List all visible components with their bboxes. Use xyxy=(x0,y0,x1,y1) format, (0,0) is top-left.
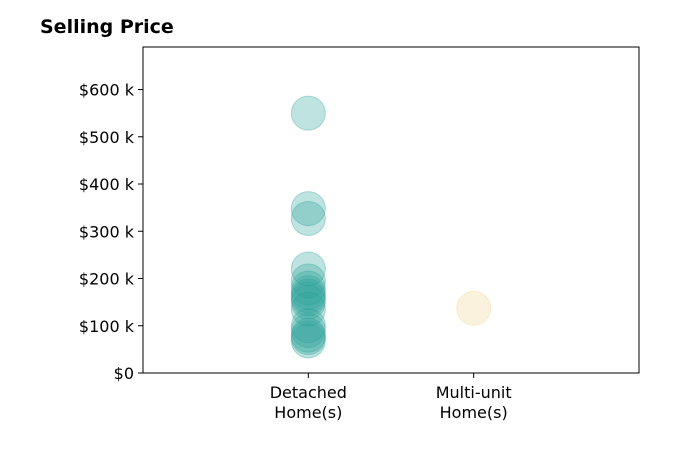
data-point xyxy=(290,191,326,227)
y-tick-label: $300 k xyxy=(79,222,135,241)
y-tick-label: $400 k xyxy=(79,175,135,194)
x-axis: Detached Home(s) Multi-unit Home(s) xyxy=(270,373,512,422)
y-axis: $0 $100 k $200 k $300 k $400 k $500 k $600 k xyxy=(79,81,143,383)
y-tick-label: $0 xyxy=(114,364,134,383)
data-point xyxy=(290,251,326,287)
data-point xyxy=(290,317,326,353)
data-point xyxy=(290,278,326,314)
x-tick-label: Detached Home(s) xyxy=(270,383,347,422)
data-point xyxy=(290,323,326,359)
chart-title: Selling Price xyxy=(40,16,174,38)
data-point xyxy=(290,275,326,311)
y-tick-label: $500 k xyxy=(79,128,135,147)
data-point xyxy=(290,291,326,327)
y-tick-label: $600 k xyxy=(79,81,135,100)
data-point xyxy=(290,270,326,306)
data-point xyxy=(290,312,326,348)
data-point xyxy=(290,308,326,344)
plot-area-frame xyxy=(142,46,640,374)
data-point xyxy=(456,290,492,326)
y-tick-label: $200 k xyxy=(79,270,135,289)
data-point xyxy=(290,201,326,237)
data-point xyxy=(290,95,326,131)
data-point xyxy=(290,263,326,299)
data-point xyxy=(290,284,326,320)
data-point xyxy=(290,320,326,356)
x-tick-label: Multi-unit Home(s) xyxy=(436,383,512,422)
data-point xyxy=(290,281,326,317)
y-tick-label: $100 k xyxy=(79,317,135,336)
points-layer xyxy=(290,95,492,359)
